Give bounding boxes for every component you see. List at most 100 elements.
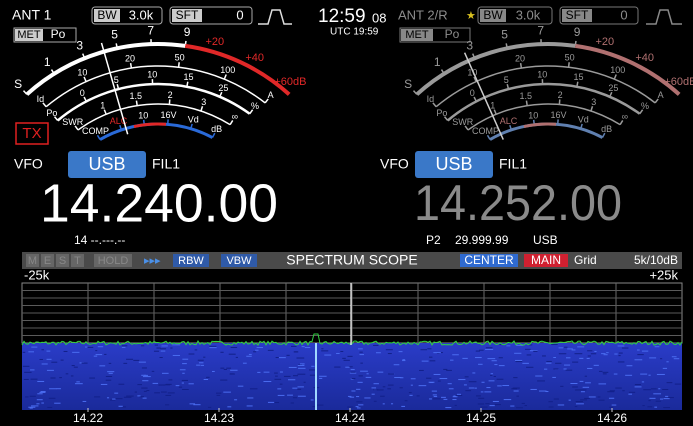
mode-button[interactable] — [415, 151, 493, 178]
meter-label: 50 — [175, 53, 185, 63]
grid[interactable]: Grid — [574, 253, 597, 267]
noise-speck — [387, 388, 391, 390]
mode[interactable]: USB — [435, 154, 472, 174]
noise-speck — [56, 388, 61, 390]
sub-frequency: 29.999.99 — [455, 233, 509, 247]
center-box[interactable] — [460, 254, 518, 267]
noise-speck — [296, 357, 305, 359]
noise-speck — [182, 363, 187, 365]
noise-speck — [206, 376, 210, 378]
noise-speck — [468, 381, 477, 383]
noise-speck — [123, 362, 128, 364]
noise-speck — [51, 361, 58, 363]
meter-tick — [486, 134, 491, 140]
noise-speck — [570, 383, 578, 385]
noise-speck — [31, 346, 38, 348]
main[interactable]: MAIN — [531, 253, 561, 267]
noise-speck — [65, 373, 69, 375]
noise-speck — [553, 357, 556, 359]
noise-speck — [336, 352, 340, 354]
meter-arc — [25, 42, 186, 96]
noise-speck — [584, 375, 588, 377]
noise-speck — [448, 388, 454, 390]
noise-speck — [382, 403, 385, 405]
noise-speck — [641, 350, 649, 352]
noise-speck — [655, 400, 662, 402]
meter-label: Po — [436, 108, 447, 118]
meter-tick — [211, 132, 216, 138]
noise-speck — [275, 375, 278, 377]
noise-speck — [359, 354, 364, 356]
noise-speck — [387, 384, 394, 386]
meter-tick — [83, 76, 87, 82]
noise-speck — [216, 394, 221, 396]
bw-label: BW — [97, 8, 117, 22]
meter-tick — [440, 69, 445, 75]
noise-speck — [445, 407, 452, 409]
noise-speck — [209, 347, 217, 349]
noise-speck — [478, 363, 483, 365]
center[interactable]: CENTER — [464, 253, 514, 267]
sft-tag — [562, 9, 592, 22]
noise-speck — [294, 351, 298, 353]
noise-speck — [50, 377, 56, 379]
met-box — [13, 27, 77, 43]
noise-speck — [564, 346, 568, 348]
meter-label: Id — [37, 94, 45, 104]
meter-label: 9 — [574, 25, 581, 39]
noise-speck — [133, 359, 140, 361]
noise-speck — [493, 375, 496, 377]
frequency-axis: 14.22 14.23 14.24 14.25 14.26 — [73, 408, 627, 425]
noise-speck — [357, 381, 363, 383]
antenna: ANT 2/R — [398, 7, 448, 22]
noise-speck — [558, 347, 564, 349]
noise-speck — [553, 368, 559, 370]
noise-speck — [601, 353, 606, 355]
noise-speck — [634, 359, 643, 361]
noise-speck — [161, 345, 168, 347]
noise-speck — [286, 354, 290, 356]
vbw-box[interactable] — [221, 254, 257, 267]
noise-speck — [390, 403, 394, 405]
noise-speck — [418, 385, 427, 387]
noise-speck — [312, 406, 318, 408]
noise-speck — [247, 397, 254, 399]
sft-tag — [172, 9, 202, 22]
noise-speck — [121, 346, 126, 348]
meter-tick — [229, 120, 234, 126]
noise-speck — [209, 345, 217, 347]
noise-speck — [663, 398, 670, 400]
noise-speck — [114, 392, 119, 394]
main-box[interactable] — [524, 254, 568, 267]
noise-speck — [586, 357, 590, 359]
mode[interactable]: USB — [88, 154, 125, 174]
noise-speck — [464, 376, 469, 378]
mode-button[interactable] — [68, 151, 146, 178]
noise-speck — [431, 390, 437, 392]
rbw-box[interactable] — [173, 254, 209, 267]
meter-tick — [135, 100, 138, 106]
vbw[interactable]: VBW — [226, 255, 252, 267]
noise-speck — [153, 350, 159, 352]
meter-tick — [186, 81, 189, 87]
noise-speck — [360, 370, 368, 372]
right-edge: +25k — [649, 267, 678, 282]
noise-speck — [376, 389, 384, 391]
meter-tick — [219, 91, 223, 98]
noise-speck — [235, 356, 238, 358]
noise-speck — [108, 372, 113, 374]
meter-tick — [509, 124, 513, 131]
noise-speck — [292, 397, 298, 399]
noise-speck — [182, 389, 189, 391]
noise-speck — [37, 393, 43, 395]
noise-speck — [230, 346, 238, 348]
meter-tick — [576, 81, 579, 87]
rbw[interactable]: RBW — [178, 255, 204, 267]
noise-speck — [387, 353, 392, 355]
noise-speck — [479, 349, 484, 351]
meter-label: 2 — [558, 90, 563, 100]
noise-speck — [515, 407, 524, 409]
sft-box — [169, 6, 253, 25]
vfo-label: VFO — [380, 156, 409, 172]
